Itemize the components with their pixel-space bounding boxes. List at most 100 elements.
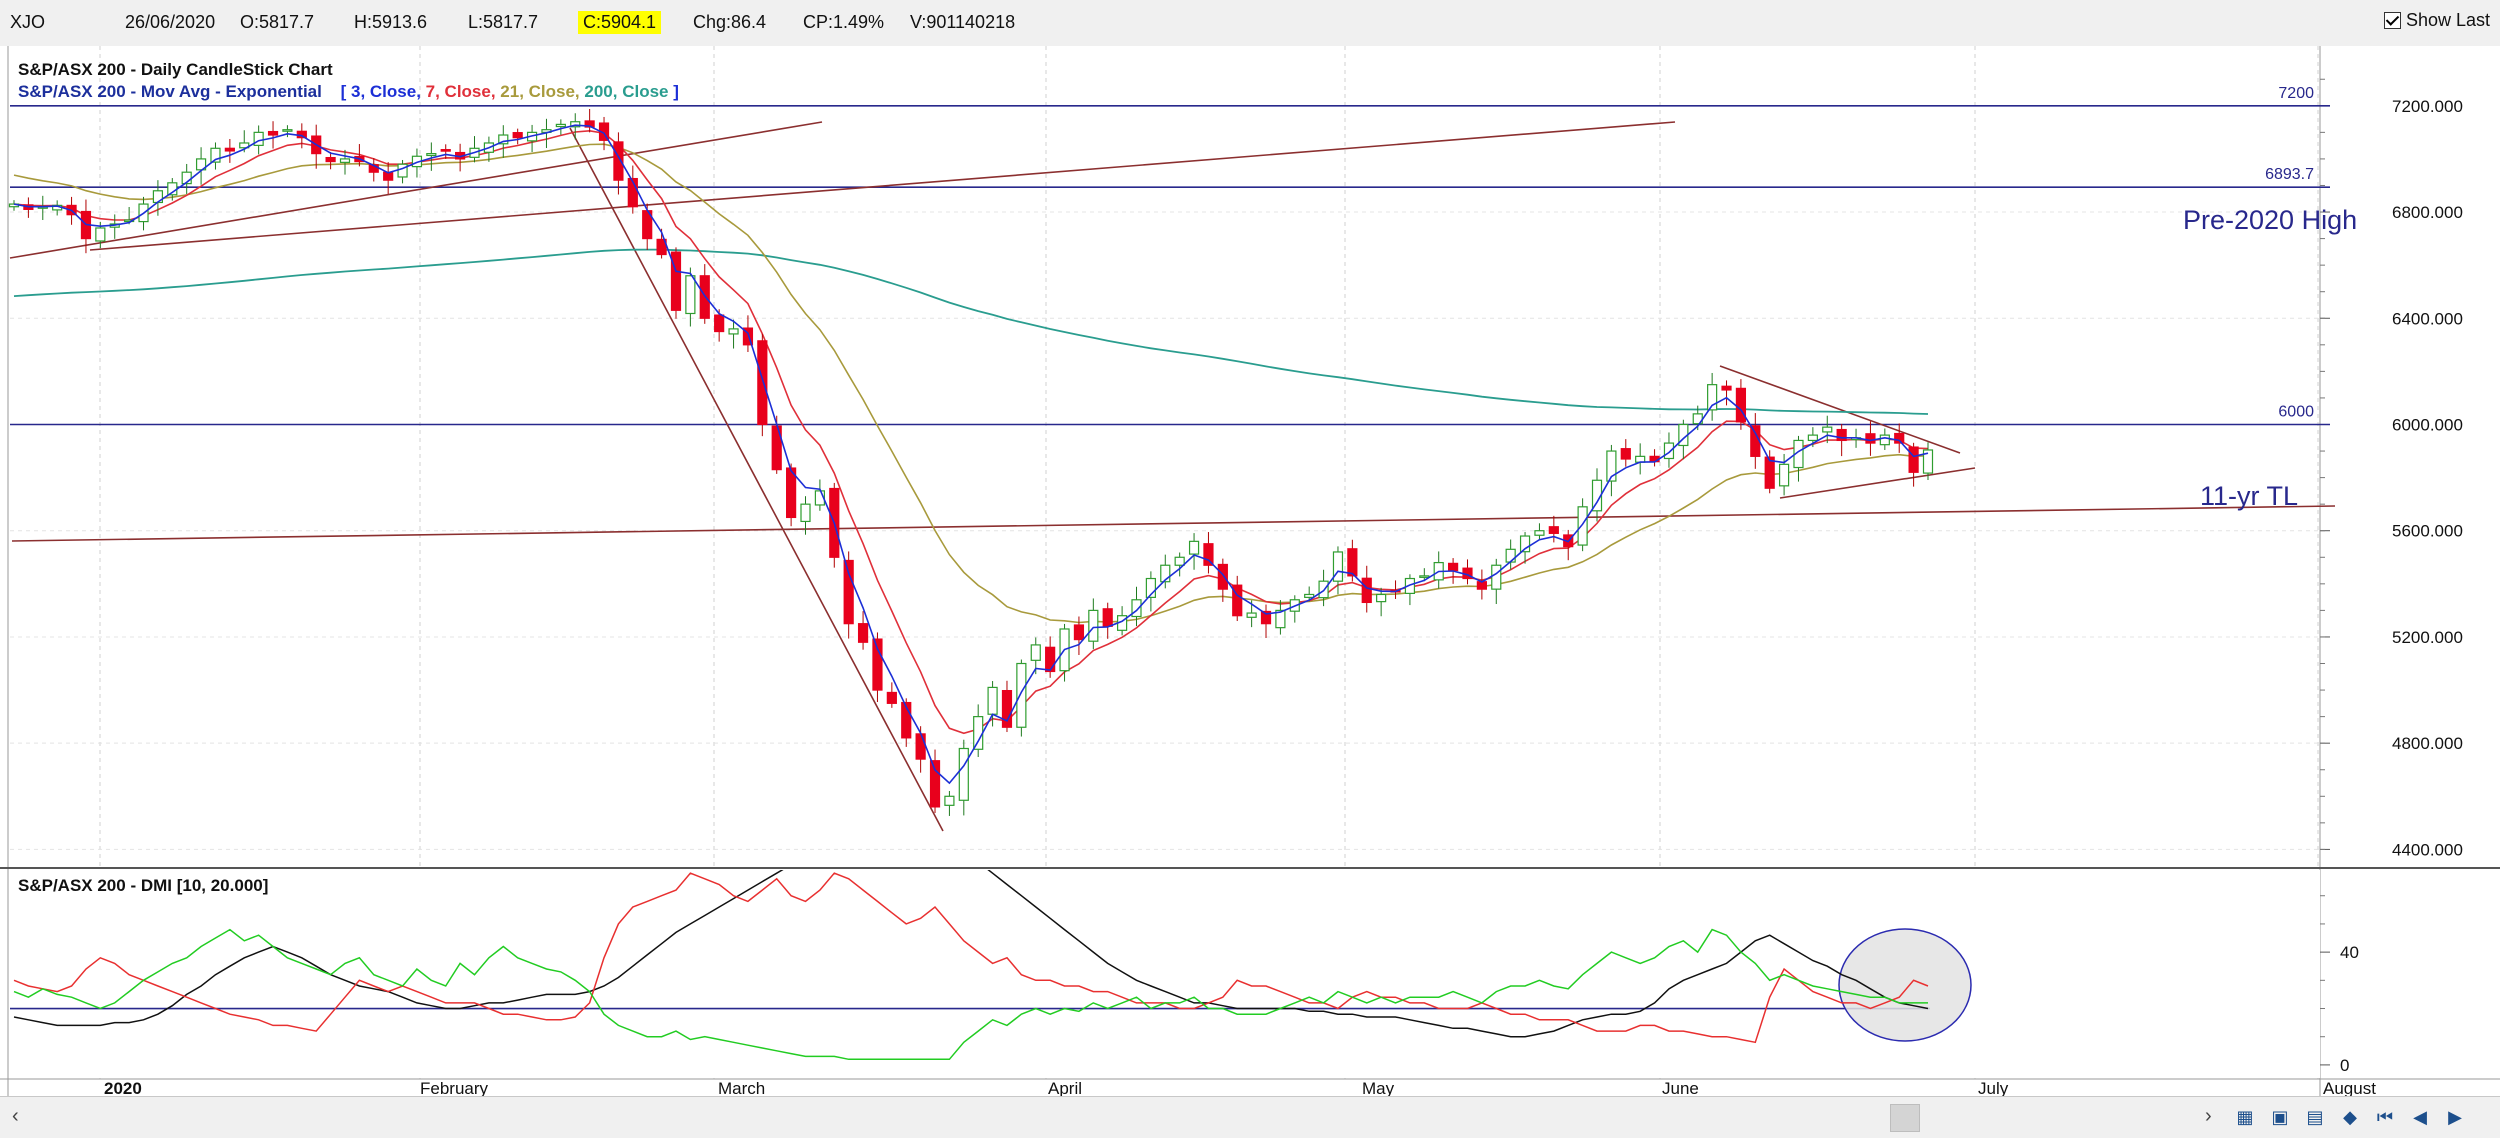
candle-down <box>1548 526 1559 534</box>
candle-up <box>1879 434 1890 446</box>
candle-up <box>685 275 696 315</box>
price-chart[interactable]: 7200.000 6800.000 6400.000 6000.000 5600.000… <box>0 46 2500 1096</box>
x-tick-label: August <box>2323 1079 2376 1096</box>
candle-down <box>1894 432 1905 444</box>
candle-up <box>253 131 264 146</box>
candle-up <box>987 686 998 715</box>
zoom-in-icon[interactable]: ▦ <box>2236 1106 2254 1127</box>
candle-up <box>339 158 351 163</box>
ema-legend-open: [ <box>341 82 347 101</box>
show-last-checkbox[interactable]: Show Last <box>2383 10 2490 31</box>
ema-7-line <box>13 129 1929 735</box>
x-tick-label: February <box>420 1079 489 1096</box>
candle-down <box>267 130 279 136</box>
trendline-11yr <box>11 505 2336 542</box>
candle-up <box>124 219 135 223</box>
candle-up <box>728 328 739 335</box>
zoom-out-icon[interactable]: ▣ <box>2271 1106 2289 1127</box>
candle-down <box>857 623 869 643</box>
first-page-icon[interactable]: ⏮ <box>2376 1106 2394 1127</box>
y-tick-label: 7200.000 <box>2392 97 2463 116</box>
dmi-title: S&P/ASX 200 - DMI [10, 20.000] <box>18 876 268 895</box>
scroll-right-icon[interactable]: › <box>2205 1105 2212 1127</box>
scroll-left-icon[interactable]: ‹ <box>12 1105 19 1127</box>
high-label: H:5913.6 <box>354 12 428 32</box>
candle-down <box>325 156 336 163</box>
candle-down <box>886 691 897 704</box>
candle-down <box>1260 610 1272 625</box>
minus-di-line <box>13 872 1929 1044</box>
candle-up <box>1519 535 1531 553</box>
candle-up <box>800 503 811 523</box>
candle-down <box>1347 548 1358 577</box>
annotation-pre-2020-high: Pre-2020 High <box>2183 205 2357 235</box>
y-axis-dmi: 40 0 <box>2320 895 2359 1075</box>
candle-up <box>958 747 969 801</box>
x-tick-label: 2020 <box>104 1079 142 1096</box>
y-tick-label: 5600.000 <box>2392 522 2463 541</box>
dmi-pane <box>10 870 2320 1078</box>
close-label: C:5904.1 <box>578 11 662 34</box>
candle-up <box>1376 593 1387 603</box>
ema-legend: S&P/ASX 200 - Mov Avg - Exponential [ 3,… <box>18 82 679 101</box>
chart-title: S&P/ASX 200 - Daily CandleStick Chart <box>18 60 333 79</box>
candle-up <box>1606 450 1617 482</box>
quote-toolbar: XJO 26/06/2020 O:5817.7 H:5913.6 L:5817.… <box>0 0 2500 47</box>
open-label: O:5817.7 <box>240 12 315 32</box>
candle-up <box>1131 599 1142 618</box>
candle-up <box>1188 540 1200 555</box>
ema-legend-21: 21, Close, <box>500 82 584 101</box>
checkbox-checked-icon[interactable] <box>2383 12 2401 29</box>
ema-3-path <box>13 124 1929 785</box>
x-axis-dates: 2020 February March April May June July August <box>104 1079 2376 1096</box>
y-axis-price: 7200.000 6800.000 6400.000 6000.000 5600.000… <box>2320 78 2463 859</box>
candle-down <box>627 177 638 208</box>
candle-down <box>1721 385 1732 391</box>
horizontal-lines: 7200 6893.7 6000 <box>10 85 2330 426</box>
candle-down <box>901 701 912 739</box>
ema-legend-3: 3, Close, <box>351 82 426 101</box>
candle-up <box>944 795 955 806</box>
expand-icon[interactable]: ◆ <box>2343 1106 2357 1127</box>
symbol-label: XJO <box>10 12 46 32</box>
x-tick-label: May <box>1362 1079 1395 1096</box>
trendline-wedge-bottom <box>1779 467 1976 499</box>
candle-down <box>915 733 926 760</box>
candle-up <box>1419 575 1430 578</box>
x-tick-label: March <box>718 1079 765 1096</box>
candle-down <box>1001 689 1013 728</box>
y-tick-label: 4800.000 <box>2392 734 2463 753</box>
next-icon[interactable]: ▶ <box>2448 1106 2462 1127</box>
ema-legend-close: ] <box>673 82 679 101</box>
dmi-highlight-circle <box>1838 928 1972 1042</box>
hline-label: 6893.7 <box>2265 166 2314 183</box>
candle-up <box>1922 449 1934 474</box>
annotation-11yr-tl: 11-yr TL <box>2200 481 2298 511</box>
candle-up <box>1822 426 1833 433</box>
horizontal-scrollbar[interactable]: ‹ › ▦ ▣ ▤ ◆ ⏮ ◀ ▶ <box>0 1096 2500 1138</box>
candle-up <box>973 716 984 750</box>
candle-up <box>1332 551 1344 582</box>
x-tick-label: April <box>1048 1079 1082 1096</box>
candle-up <box>1505 548 1516 563</box>
candle-up <box>1663 442 1675 460</box>
fit-icon[interactable]: ▤ <box>2306 1106 2324 1127</box>
scrollbar-thumb[interactable] <box>1890 1104 1920 1132</box>
candle-down <box>440 149 451 152</box>
candle-down <box>786 467 797 519</box>
candle-down <box>843 559 854 625</box>
candle-up <box>1534 530 1545 536</box>
candle-down <box>1102 608 1113 627</box>
candle-up <box>1145 577 1156 598</box>
date-label: 26/06/2020 <box>125 12 216 32</box>
candle-up <box>1707 384 1718 411</box>
hline-label: 6000 <box>2278 403 2314 420</box>
candle-down <box>656 238 667 256</box>
prev-icon[interactable]: ◀ <box>2413 1106 2427 1127</box>
candle-up <box>555 123 566 128</box>
ema-3-line <box>13 124 1929 785</box>
candle-up <box>239 142 250 149</box>
candle-down <box>1750 425 1761 457</box>
candle-down <box>1361 577 1372 604</box>
ema-200-line <box>13 248 1929 415</box>
